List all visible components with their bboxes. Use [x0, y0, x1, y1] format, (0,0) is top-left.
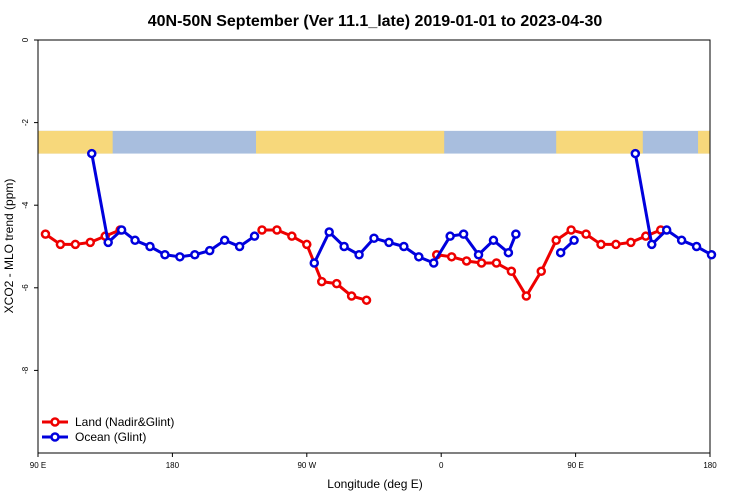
y-axis-label: XCO2 - MLO trend (ppm) [2, 179, 16, 314]
data-point [641, 231, 651, 241]
data-point [399, 241, 409, 252]
data-point [630, 148, 641, 159]
data-point [551, 235, 561, 246]
data-point [346, 291, 357, 301]
legend-marker [50, 432, 60, 442]
data-point [384, 237, 394, 248]
data-point [555, 247, 566, 258]
data-point [626, 237, 636, 248]
x-tick-label: 90 W [297, 461, 316, 470]
data-point [647, 239, 657, 250]
plot-frame [37, 39, 711, 454]
data-point [354, 250, 364, 260]
data-point [511, 229, 521, 239]
data-point [116, 225, 127, 235]
data-point [70, 239, 81, 250]
y-tick-label: -2 [21, 118, 30, 126]
data-point [130, 235, 140, 246]
data-point [676, 235, 687, 246]
data-point [691, 241, 702, 252]
data-point [257, 225, 267, 235]
x-axis-label: Longitude (deg E) [327, 477, 422, 491]
y-tick-label: -4 [21, 201, 30, 209]
data-point [40, 229, 51, 239]
legend-marker [50, 417, 60, 427]
x-tick-label: 180 [166, 461, 180, 470]
data-point [175, 252, 185, 262]
map-band-land [698, 130, 710, 154]
data-point [190, 250, 200, 260]
data-point [569, 235, 579, 246]
map-band [38, 130, 710, 154]
data-point [596, 239, 606, 250]
data-point [491, 258, 502, 268]
data-point [506, 266, 517, 277]
data-point [446, 252, 457, 262]
data-point [204, 245, 215, 256]
data-point [316, 276, 327, 287]
series-ocean [87, 148, 717, 268]
x-tick-label: 0 [439, 461, 444, 470]
data-point [461, 256, 472, 266]
data-point [324, 227, 334, 237]
data-point [445, 231, 455, 241]
legend-label: Ocean (Glint) [75, 430, 146, 444]
data-point [414, 252, 424, 262]
y-tick-label: -6 [21, 284, 30, 292]
data-point [503, 247, 514, 258]
data-point [581, 229, 591, 239]
data-point [331, 278, 342, 289]
map-band-land [38, 130, 113, 154]
y-tick-label: 0 [21, 37, 30, 42]
map-band-land [556, 130, 643, 154]
x-tick-label: 180 [703, 461, 717, 470]
data-point [85, 237, 96, 248]
x-tick-label: 90 E [30, 461, 46, 470]
data-point [476, 258, 487, 268]
data-point [55, 239, 66, 250]
data-point [458, 229, 469, 239]
data-point [339, 241, 349, 252]
x-tick-label: 90 E [567, 461, 583, 470]
map-band-land [256, 130, 445, 154]
data-point [428, 258, 439, 268]
chart-title: 40N-50N September (Ver 11.1_late) 2019-0… [148, 13, 603, 30]
data-point [87, 148, 97, 159]
series-layer [40, 148, 717, 305]
series-line [90, 153, 256, 259]
data-point [219, 235, 230, 246]
data-point [287, 231, 297, 241]
y-axis: 0 -2 -4 -6 -8 [21, 37, 38, 374]
y-tick-label: -8 [21, 366, 30, 374]
data-point [234, 241, 245, 252]
data-point [103, 237, 113, 248]
x-axis: 90 E 180 90 W 0 90 E 180 [30, 453, 717, 470]
legend-label: Land (Nadir&Glint) [75, 415, 174, 429]
data-point [488, 235, 499, 246]
data-point [160, 250, 170, 260]
series-line [436, 228, 662, 298]
data-point [661, 225, 672, 235]
data-point [521, 291, 532, 301]
data-point [272, 225, 282, 235]
legend: Land (Nadir&Glint)Ocean (Glint) [42, 415, 174, 444]
data-point [309, 258, 320, 268]
data-point [302, 239, 312, 250]
data-point [566, 225, 576, 235]
data-point [369, 233, 379, 243]
data-point [611, 239, 621, 250]
data-point [145, 241, 155, 252]
data-point [473, 250, 484, 260]
data-point [706, 250, 717, 260]
data-point [361, 295, 372, 305]
data-point [249, 231, 260, 241]
data-point [536, 266, 547, 277]
